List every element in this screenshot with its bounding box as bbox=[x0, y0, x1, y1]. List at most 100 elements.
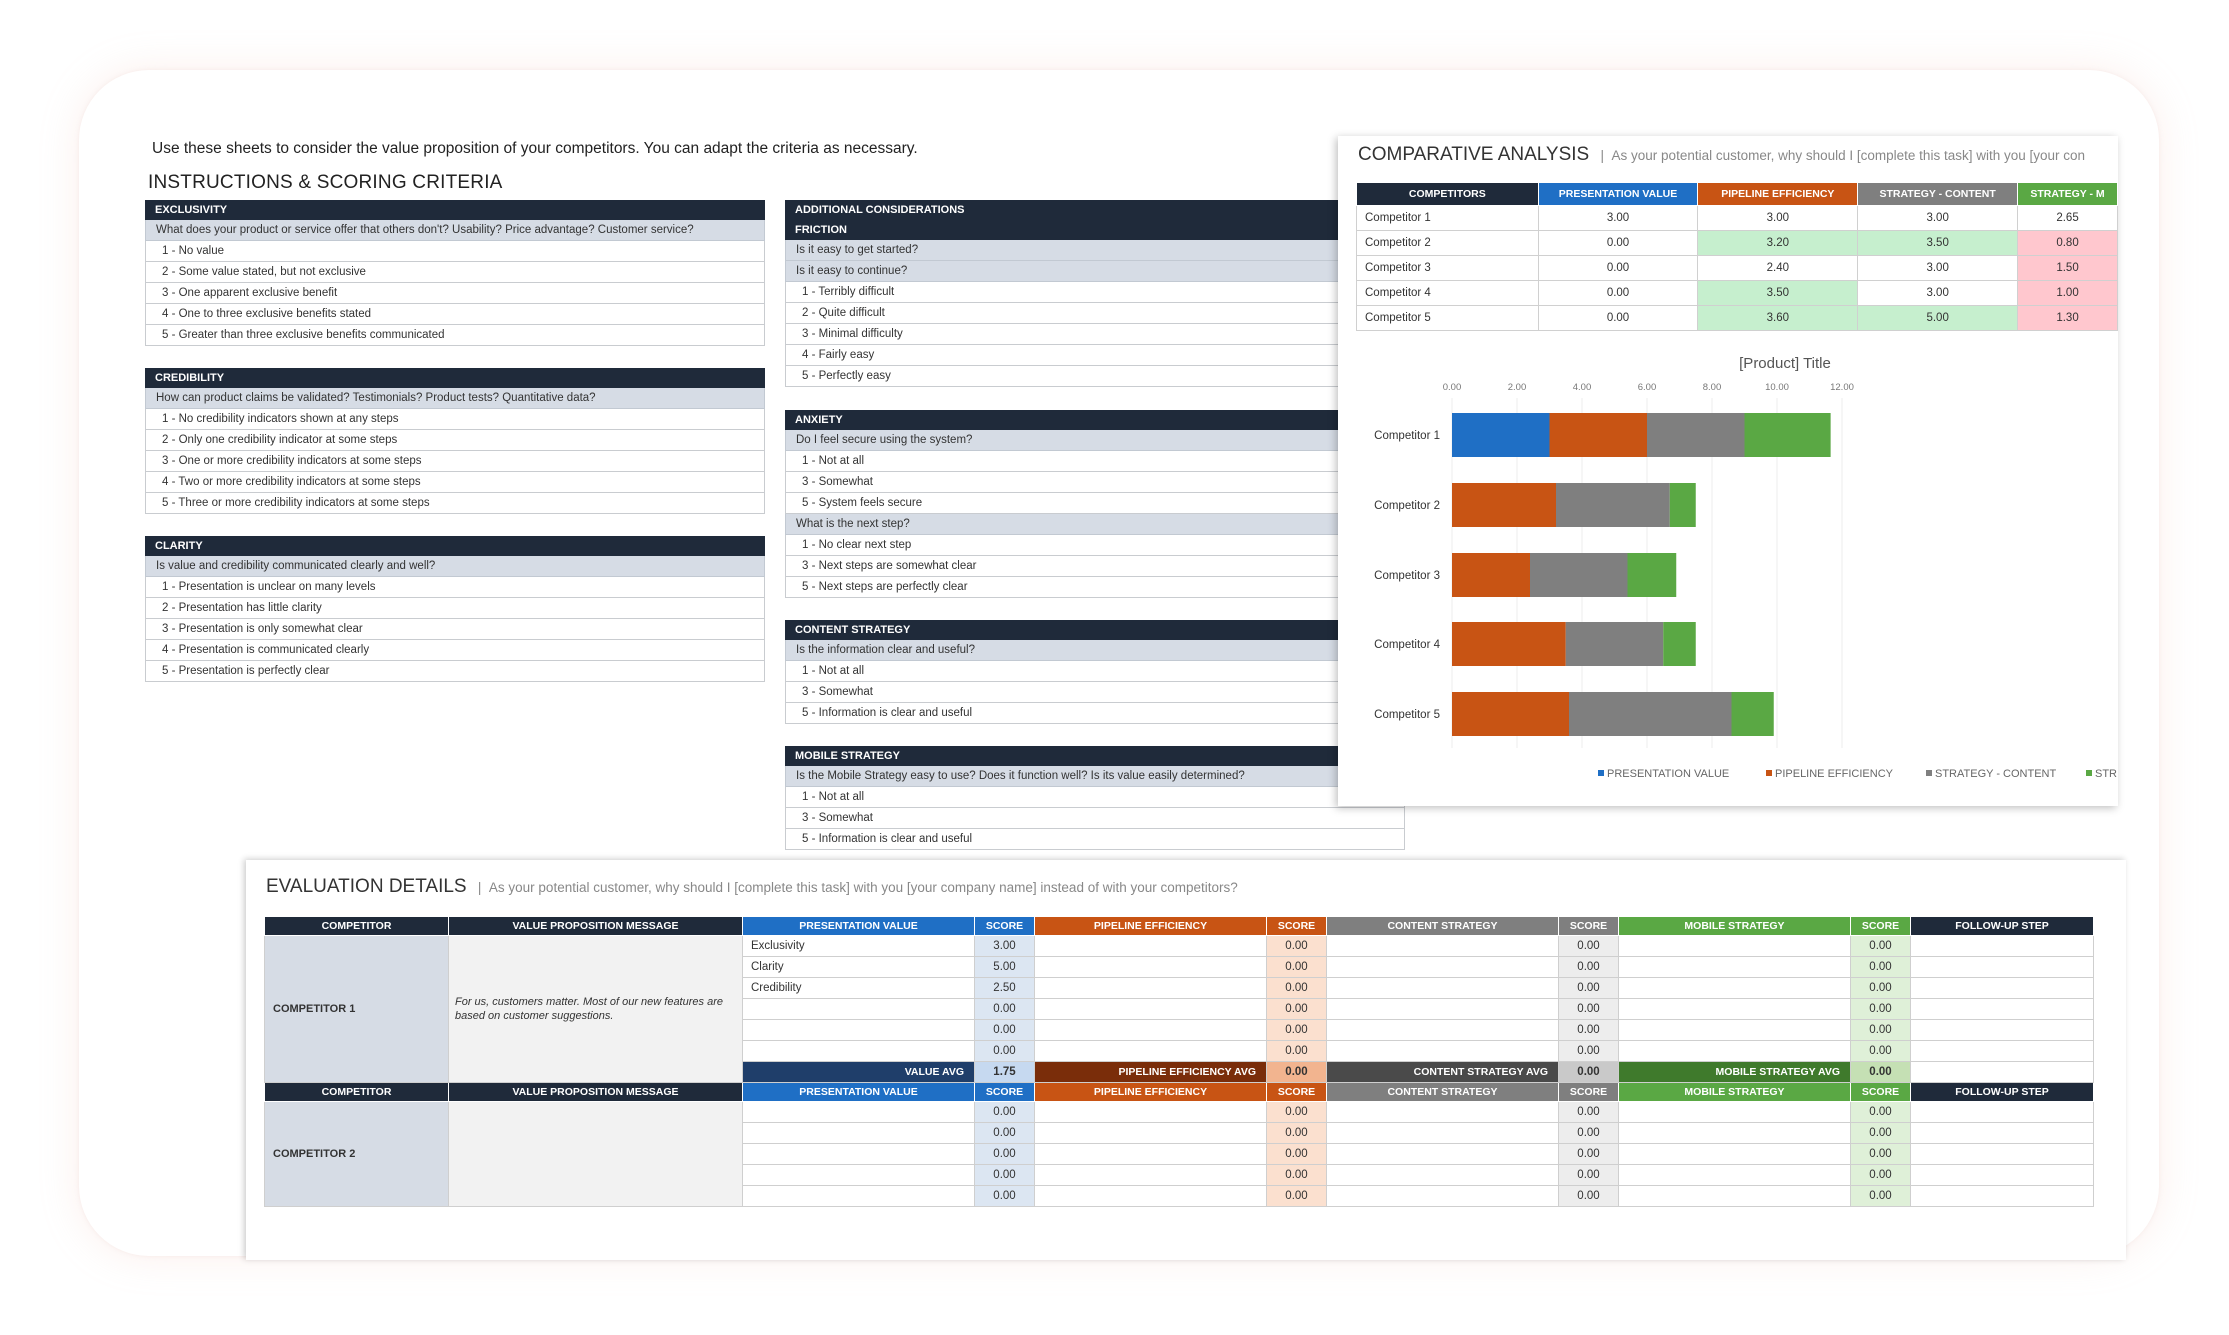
evaluation-col-header: SCORE bbox=[1850, 1082, 1911, 1102]
evaluation-col-header: VALUE PROPOSITION MESSAGE bbox=[448, 1082, 743, 1102]
criteria-section: CLARITY Is value and credibility communic… bbox=[145, 536, 765, 682]
criteria-scale-item: 4 - One to three exclusive benefits stat… bbox=[145, 304, 765, 325]
criteria-scale-item: 1 - Terribly difficult bbox=[785, 282, 1405, 303]
comparative-analysis-title: COMPARATIVE ANALYSIS bbox=[1358, 144, 1590, 165]
bar-segment bbox=[1452, 413, 1550, 457]
score-cell: 2.65 bbox=[2017, 205, 2118, 231]
score-cell: 5.00 bbox=[974, 956, 1035, 978]
criteria-section: MOBILE STRATEGY Is the Mobile Strategy ea… bbox=[785, 746, 1405, 850]
criterion-cell bbox=[1618, 1143, 1851, 1165]
score-cell: 0.00 bbox=[1850, 1164, 1911, 1186]
criterion-cell bbox=[1034, 1143, 1267, 1165]
score-cell: 0.00 bbox=[1537, 230, 1699, 256]
criterion-cell bbox=[1618, 1101, 1851, 1123]
criterion-cell bbox=[1034, 1019, 1267, 1041]
score-cell: 0.00 bbox=[1850, 998, 1911, 1020]
criterion-cell bbox=[1034, 1164, 1267, 1186]
criterion-cell bbox=[1326, 1185, 1559, 1207]
score-cell: 0.00 bbox=[1850, 935, 1911, 957]
criteria-scale-item: 3 - Somewhat bbox=[785, 682, 1405, 703]
criterion-cell bbox=[1618, 935, 1851, 957]
criterion-cell bbox=[742, 1019, 975, 1041]
criteria-section-title: EXCLUSIVITY bbox=[145, 200, 765, 220]
evaluation-col-header: SCORE bbox=[974, 916, 1035, 936]
score-cell: 0.00 bbox=[974, 1164, 1035, 1186]
score-cell: 0.00 bbox=[1850, 1101, 1911, 1123]
score-cell: 0.00 bbox=[1266, 977, 1327, 999]
criterion-cell bbox=[1618, 1185, 1851, 1207]
instructions-title: INSTRUCTIONS & SCORING CRITERIA bbox=[148, 172, 503, 193]
criterion-cell bbox=[1618, 1019, 1851, 1041]
criteria-question: Is it easy to continue? bbox=[785, 261, 1405, 282]
criteria-scale-item: 5 - Information is clear and useful bbox=[785, 829, 1405, 850]
score-cell: 0.00 bbox=[1537, 280, 1699, 306]
score-cell: 0.00 bbox=[1850, 956, 1911, 978]
competitor-label: COMPETITOR 1 bbox=[264, 935, 449, 1083]
criterion-cell bbox=[742, 1164, 975, 1186]
score-cell: 0.00 bbox=[1850, 1019, 1911, 1041]
legend-label: STR bbox=[2095, 768, 2117, 780]
criteria-scale-item: 5 - Perfectly easy bbox=[785, 366, 1405, 387]
score-cell: 0.00 bbox=[1850, 1185, 1911, 1207]
criteria-scale-item: 4 - Two or more credibility indicators a… bbox=[145, 472, 765, 493]
criterion-cell bbox=[1326, 977, 1559, 999]
follow-up-cell bbox=[1910, 1143, 2094, 1165]
comparative-col-header: STRATEGY - M bbox=[2017, 182, 2118, 206]
criteria-question: Is value and credibility communicated cl… bbox=[145, 556, 765, 577]
x-tick-label: 4.00 bbox=[1573, 382, 1592, 393]
criterion-cell bbox=[742, 1185, 975, 1207]
average-label: VALUE AVG bbox=[742, 1061, 975, 1083]
evaluation-col-header: MOBILE STRATEGY bbox=[1618, 1082, 1851, 1102]
value-proposition-message bbox=[448, 1101, 743, 1207]
evaluation-row: COMPETITOR 2 0.00 0.00 0.00 0.00 bbox=[264, 1101, 2094, 1207]
bar-segment bbox=[1731, 692, 1774, 736]
bar-segment bbox=[1452, 622, 1566, 666]
comparative-table: COMPETITORS PRESENTATION VALUE PIPELINE EF… bbox=[1356, 182, 2118, 331]
average-value: 0.00 bbox=[1850, 1061, 1911, 1083]
score-cell: 0.00 bbox=[1558, 1185, 1619, 1207]
score-cell: 2.40 bbox=[1697, 255, 1859, 281]
legend-swatch bbox=[1598, 770, 1604, 776]
criteria-scale-item: 1 - No credibility indicators shown at a… bbox=[145, 409, 765, 430]
x-tick-label: 10.00 bbox=[1765, 382, 1789, 393]
evaluation-header-row: COMPETITOR VALUE PROPOSITION MESSAGE PRESE… bbox=[264, 916, 2094, 936]
score-cell: 0.00 bbox=[974, 1185, 1035, 1207]
criterion-cell bbox=[1034, 1122, 1267, 1144]
criteria-scale-item: 5 - Greater than three exclusive benefit… bbox=[145, 325, 765, 346]
follow-up-cell bbox=[1910, 1040, 2094, 1062]
score-cell: 0.00 bbox=[1266, 1019, 1327, 1041]
criterion-cell bbox=[742, 1122, 975, 1144]
evaluation-col-header: PRESENTATION VALUE bbox=[742, 1082, 975, 1102]
average-label: MOBILE STRATEGY AVG bbox=[1618, 1061, 1851, 1083]
follow-up-cell bbox=[1910, 1164, 2094, 1186]
criterion-cell bbox=[1326, 1164, 1559, 1186]
score-cell: 0.00 bbox=[1558, 1019, 1619, 1041]
bar-segment bbox=[1452, 483, 1556, 527]
criteria-question: What is the next step? bbox=[785, 514, 1405, 535]
criterion-cell bbox=[1618, 1164, 1851, 1186]
score-cell: 0.00 bbox=[1266, 935, 1327, 957]
chart-title: [Product] Title bbox=[1739, 355, 1831, 372]
criteria-question: Do I feel secure using the system? bbox=[785, 430, 1405, 451]
evaluation-row: 0.00 0.00 0.00 0.00 bbox=[265, 1185, 2094, 1207]
legend-swatch bbox=[1766, 770, 1772, 776]
bar-segment bbox=[1663, 622, 1696, 666]
score-cell: 0.00 bbox=[1850, 1122, 1911, 1144]
evaluation-col-header: PIPELINE EFFICIENCY bbox=[1034, 1082, 1267, 1102]
bar-segment bbox=[1647, 413, 1745, 457]
follow-up-cell bbox=[1910, 1061, 2094, 1083]
bar-segment bbox=[1569, 692, 1732, 736]
evaluation-table: COMPETITOR VALUE PROPOSITION MESSAGE PRESE… bbox=[264, 916, 2094, 1207]
score-cell: 0.00 bbox=[1266, 1040, 1327, 1062]
bar-segment bbox=[1627, 553, 1677, 597]
criteria-scale-item: 3 - Somewhat bbox=[785, 472, 1405, 493]
stacked-bar-chart: [Product] Title 0.00 2.00 4.00 6.00 8.00 10.00… bbox=[1374, 355, 2117, 780]
bar-segment bbox=[1556, 483, 1670, 527]
score-cell: 0.00 bbox=[1558, 1122, 1619, 1144]
competitor-name-cell: Competitor 5 bbox=[1356, 305, 1539, 331]
criterion-cell bbox=[1326, 1101, 1559, 1123]
criterion-cell: Clarity bbox=[742, 956, 975, 978]
evaluation-col-header: CONTENT STRATEGY bbox=[1326, 916, 1559, 936]
evaluation-details-header: EVALUATION DETAILS | As your potential c… bbox=[266, 876, 1238, 898]
average-value: 0.00 bbox=[1558, 1061, 1619, 1083]
